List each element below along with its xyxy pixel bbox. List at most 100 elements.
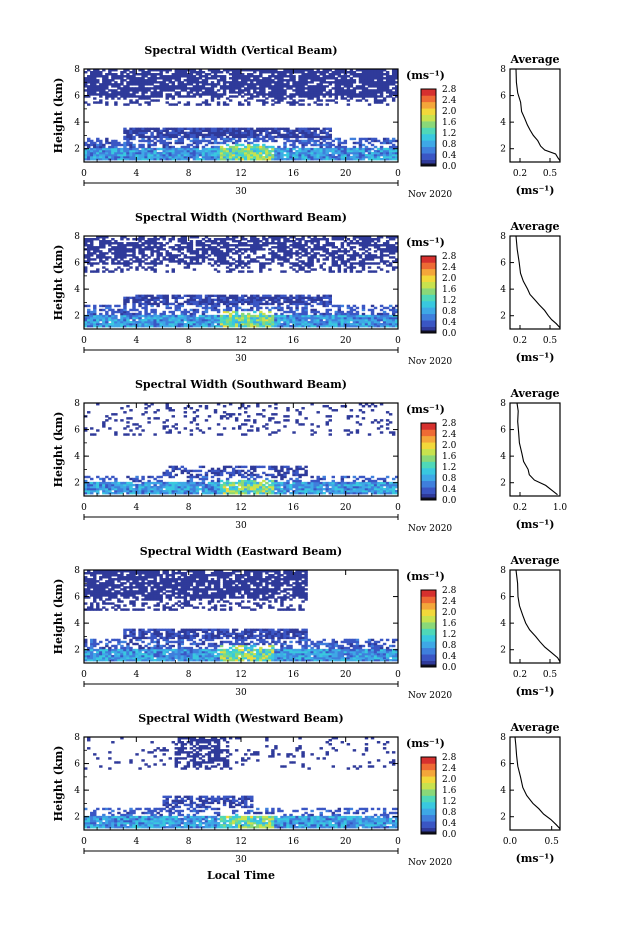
heatmap-cell [102,75,106,78]
heatmap-cell [370,73,375,76]
heatmap-cell [168,93,172,96]
colorbar-swatch [421,288,436,295]
heatmap-cell [379,69,384,72]
heatmap-cell [90,310,94,314]
heatmap-cell [156,99,160,102]
heatmap-cell [96,81,100,84]
heatmap-cell [180,139,185,143]
heatmap-cell [394,151,399,155]
heatmap-cell [301,141,305,145]
heatmap-cell [219,93,224,96]
heatmap-cell [361,79,366,82]
heatmap-cell [247,73,251,76]
heatmap-cell [114,149,118,153]
heatmap-cell [241,81,245,84]
heatmap-cell [250,314,254,318]
heatmap-cell [379,322,384,326]
heatmap-cell [114,310,118,314]
heatmap-cell [247,149,251,153]
heatmap-cell [228,89,233,92]
heatmap-cell [132,143,136,147]
heatmap-cell [177,131,182,135]
heatmap-cell [159,89,163,92]
heatmap-cell [105,306,109,310]
heatmap-cell [370,308,375,312]
heatmap-cell [144,151,148,155]
heatmap-cell [274,147,278,151]
heatmap-cell [307,73,311,76]
heatmap-cell [286,149,290,153]
heatmap-cell [117,155,121,159]
heatmap-cell [195,153,200,157]
heatmap-cell [253,69,257,72]
heatmap-cell [231,69,236,72]
heatmap-cell [352,93,357,96]
heatmap-cell [253,147,257,151]
heatmap-cell [322,320,326,324]
heatmap-cell [222,129,227,133]
heatmap-cell [141,129,145,133]
heatmap-cell [108,256,112,259]
heatmap-cell [367,85,372,88]
heatmap-cell [358,143,363,147]
heatmap-cell [313,143,317,147]
heatmap-cell [147,139,151,143]
heatmap-cell [316,149,320,153]
heatmap-cell [322,294,326,298]
heatmap-cell [126,147,130,151]
heatmap-cell [316,85,320,88]
heatmap-cell [340,89,345,92]
heatmap-cell [328,137,332,141]
heatmap-cell [280,89,284,92]
heatmap-cell [150,246,154,249]
heatmap-cell [364,79,369,82]
heatmap-cell [286,129,290,133]
heatmap-cell [213,73,218,76]
heatmap-cell [135,89,139,92]
heatmap-cell [292,252,296,255]
heatmap-cell [262,137,266,141]
heatmap-cell [231,85,236,88]
heatmap-cell [310,93,314,96]
heatmap-cell [313,244,317,247]
heatmap-cell [195,131,200,135]
heatmap-cell [274,306,278,310]
heatmap-cell [189,256,194,259]
heatmap-cell [216,75,221,78]
heatmap-cell [234,145,239,149]
heatmap-cell [183,83,188,86]
heatmap-cell [105,137,109,141]
heatmap-cell [256,147,260,151]
heatmap-cell [364,69,369,72]
heatmap-cell [126,268,130,271]
heatmap-cell [93,73,97,76]
heatmap-cell [280,149,284,153]
heatmap-cell [126,95,130,98]
heatmap-cell [126,310,130,314]
heatmap-cell [144,135,148,139]
heatmap-cell [280,87,284,90]
heatmap-cell [241,149,245,153]
heatmap-cell [177,73,182,76]
heatmap-cell [277,87,281,90]
heatmap-cell [93,151,97,155]
heatmap-cell [165,155,169,159]
heatmap-cell [298,149,302,153]
y-axis-label: Height (km) [52,78,65,154]
heatmap-cell [346,153,351,157]
colorbar-unit: (ms⁻¹) [406,236,445,249]
heatmap-cell [382,99,387,102]
heatmap-cell [340,87,345,90]
heatmap-cell [114,242,118,245]
heatmap-cell [382,81,387,84]
heatmap-cell [135,242,139,245]
heatmap-cell [162,256,166,259]
heatmap-cell [265,127,269,131]
heatmap-cell [198,139,203,143]
heatmap-cell [337,304,342,308]
heatmap-cell [370,153,375,157]
heatmap-cell [150,147,154,151]
heatmap-cell [135,423,139,426]
heatmap-cell [358,248,363,251]
heatmap-cell [90,270,94,273]
